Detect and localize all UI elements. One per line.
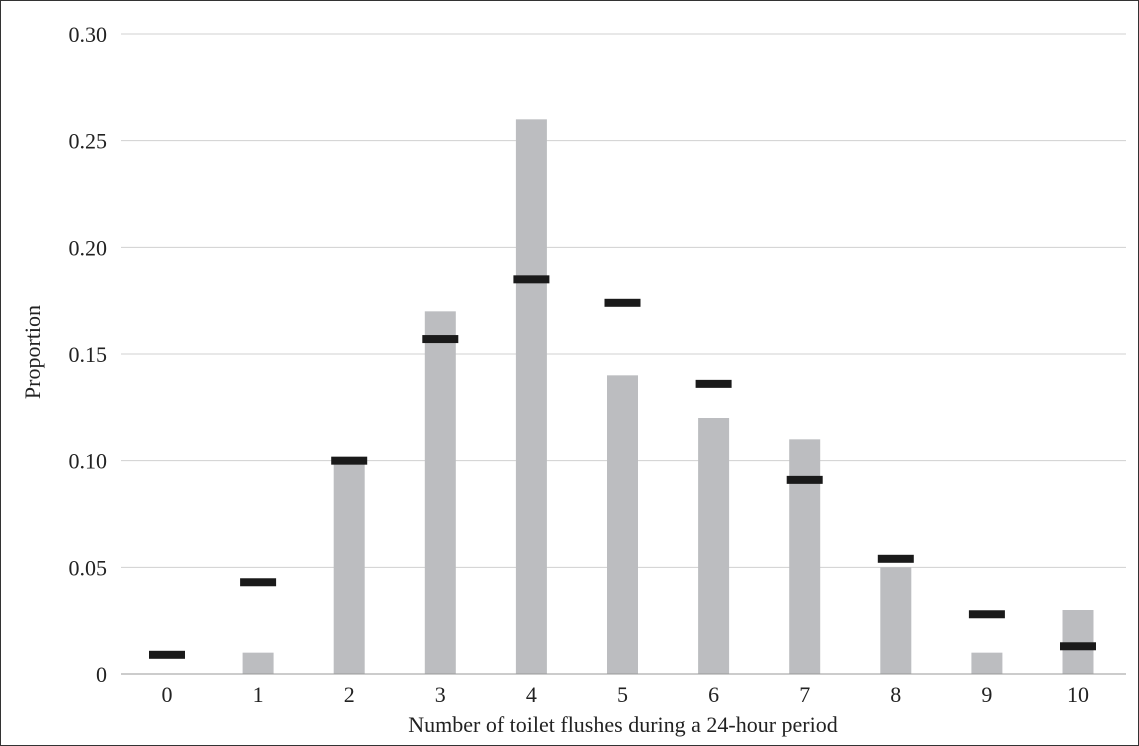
bar	[424, 311, 456, 674]
marker	[968, 610, 1005, 619]
y-tick-label: 0.20	[69, 235, 108, 260]
marker	[604, 298, 641, 307]
marker	[877, 554, 914, 563]
x-tick-label: 3	[435, 682, 446, 707]
x-tick-label: 0	[162, 682, 173, 707]
x-tick-label: 6	[708, 682, 719, 707]
marker	[149, 650, 185, 659]
y-tick-label: 0	[96, 662, 107, 687]
x-tick-label: 5	[617, 682, 628, 707]
bar	[607, 375, 638, 674]
marker	[1060, 642, 1096, 651]
x-tick-label: 7	[799, 682, 810, 707]
marker	[422, 335, 459, 344]
x-tick-label: 4	[526, 682, 537, 707]
bar	[971, 652, 1003, 674]
x-axis-title: Number of toilet flushes during a 24-hou…	[408, 712, 838, 737]
bar	[789, 439, 821, 674]
y-tick-labels: 0 0.05 0.10 0.15 0.20 0.25 0.30	[69, 22, 108, 687]
y-tick-label: 0.15	[69, 342, 108, 367]
x-tick-labels: 0 1 2 3 4 5 6 7 8 9 10	[162, 682, 1090, 707]
bar	[515, 119, 547, 675]
bars	[242, 119, 1094, 675]
marker	[331, 456, 368, 465]
y-axis-title: Proportion	[20, 305, 45, 399]
marker	[695, 379, 732, 388]
markers	[149, 275, 1096, 659]
bar	[880, 567, 912, 674]
x-tick-label: 10	[1067, 682, 1089, 707]
y-tick-label: 0.30	[69, 22, 108, 47]
bar	[698, 418, 730, 674]
y-tick-label: 0.25	[69, 129, 108, 154]
bar	[242, 652, 274, 674]
x-tick-label: 2	[344, 682, 355, 707]
y-tick-label: 0.10	[69, 449, 108, 474]
marker	[513, 275, 550, 284]
y-tick-label: 0.05	[69, 555, 108, 580]
bar	[1062, 610, 1094, 674]
gridlines	[121, 33, 1126, 568]
marker	[240, 578, 277, 587]
bar	[333, 460, 365, 674]
marker	[786, 475, 823, 484]
x-tick-label: 1	[253, 682, 264, 707]
x-tick-label: 9	[981, 682, 992, 707]
x-tick-label: 8	[890, 682, 901, 707]
